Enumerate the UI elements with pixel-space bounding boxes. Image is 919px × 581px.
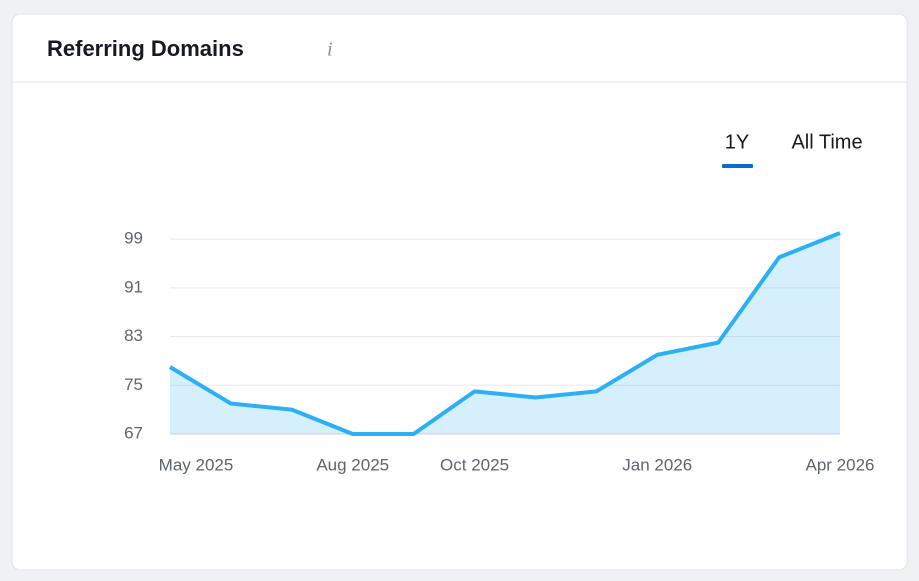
tab-all-time[interactable]: All Time [791,131,862,153]
tab-active-indicator [722,164,753,168]
y-tick-label: 67 [124,423,143,442]
card [11,13,908,571]
area [170,233,840,434]
y-tick-label: 83 [124,326,143,345]
tab-1y[interactable]: 1Y [725,131,749,153]
x-tick-label: Jan 2026 [622,455,692,474]
x-tick-label: May 2025 [159,455,234,474]
x-tick-label: Apr 2026 [806,455,875,474]
info-icon[interactable]: i [327,39,333,61]
y-tick-label: 99 [124,229,143,248]
y-tick-label: 91 [124,277,143,296]
line [168,231,841,436]
x-tick-label: Oct 2025 [440,455,509,474]
plot: 67 75 83 91 99 May 2025 Aug 2025 Oct 2025 Jan 20… [124,229,874,475]
y-tick-label: 75 [124,375,143,394]
chart-title: Referring Domains [47,36,244,61]
x-tick-label: Aug 2025 [316,455,389,474]
